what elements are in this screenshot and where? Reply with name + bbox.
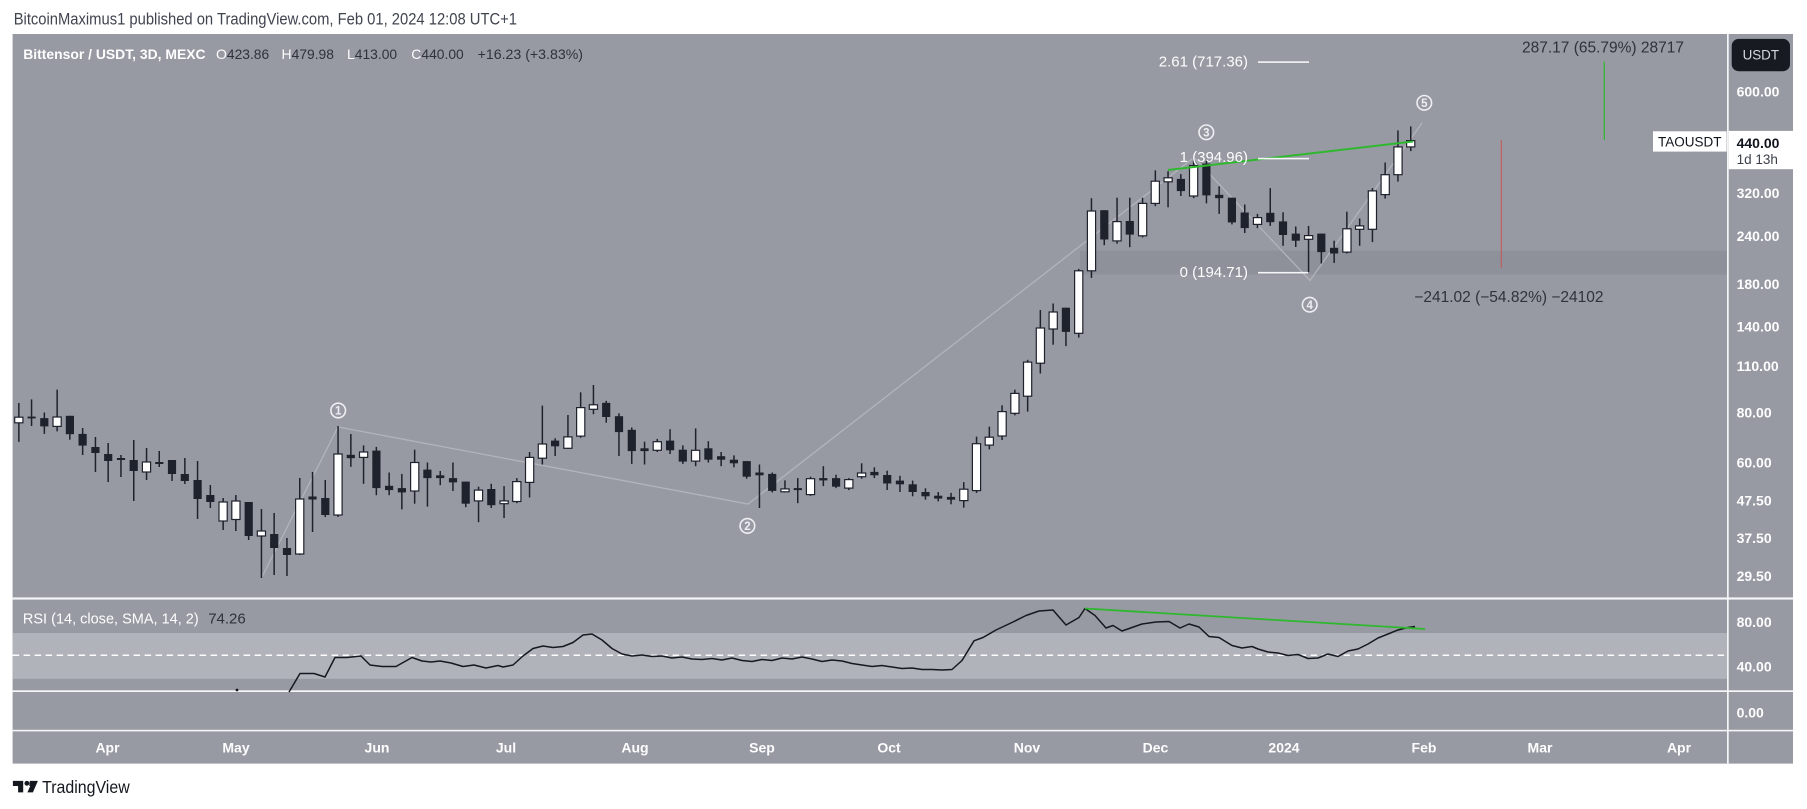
- svg-text:0.00: 0.00: [1737, 705, 1764, 721]
- svg-text:Bittensor / USDT, 3D, MEXC: Bittensor / USDT, 3D, MEXC: [23, 46, 205, 62]
- svg-text:Sep: Sep: [749, 740, 775, 756]
- svg-text:2024: 2024: [1268, 740, 1299, 756]
- svg-text:Feb: Feb: [1412, 740, 1437, 756]
- svg-text:80.00: 80.00: [1737, 405, 1772, 421]
- svg-text:3: 3: [1203, 128, 1209, 140]
- svg-text:USDT: USDT: [1743, 48, 1779, 63]
- svg-text:600.00: 600.00: [1737, 83, 1780, 99]
- svg-text:−241.02 (−54.82%) −24102: −241.02 (−54.82%) −24102: [1414, 289, 1603, 306]
- svg-text:1 (394.96): 1 (394.96): [1180, 149, 1248, 166]
- svg-text:1d 13h: 1d 13h: [1737, 152, 1778, 167]
- svg-text:287.17 (65.79%) 28717: 287.17 (65.79%) 28717: [1522, 40, 1684, 57]
- svg-text:2.61 (717.36): 2.61 (717.36): [1159, 54, 1248, 71]
- svg-text:29.50: 29.50: [1737, 568, 1772, 584]
- svg-text:Aug: Aug: [621, 740, 648, 756]
- svg-text:140.00: 140.00: [1737, 319, 1780, 335]
- svg-text:74.26: 74.26: [208, 611, 246, 628]
- svg-text:Mar: Mar: [1528, 740, 1553, 756]
- svg-text:37.50: 37.50: [1737, 530, 1772, 546]
- svg-text:60.00: 60.00: [1737, 454, 1772, 470]
- svg-text:110.00: 110.00: [1737, 358, 1779, 374]
- svg-text:40.00: 40.00: [1737, 658, 1772, 674]
- svg-text:2: 2: [744, 521, 750, 533]
- svg-text:440.00: 440.00: [1737, 135, 1780, 151]
- svg-text:4: 4: [1306, 300, 1313, 312]
- svg-text:5: 5: [1421, 98, 1428, 110]
- svg-text:Dec: Dec: [1143, 740, 1169, 756]
- svg-text:BitcoinMaximus1 published on T: BitcoinMaximus1 published on TradingView…: [14, 9, 517, 28]
- svg-text:240.00: 240.00: [1737, 228, 1780, 244]
- svg-text:Nov: Nov: [1014, 740, 1041, 756]
- svg-text:0 (194.71): 0 (194.71): [1180, 264, 1248, 281]
- svg-text:TradingView: TradingView: [42, 777, 130, 797]
- svg-text:May: May: [222, 740, 249, 756]
- svg-text:47.50: 47.50: [1737, 492, 1772, 508]
- svg-text:Jul: Jul: [496, 740, 516, 756]
- svg-text:Apr: Apr: [1667, 740, 1692, 756]
- svg-text:TAOUSDT: TAOUSDT: [1658, 134, 1722, 149]
- svg-text:RSI (14, close, SMA, 14, 2): RSI (14, close, SMA, 14, 2): [23, 611, 199, 628]
- svg-text:180.00: 180.00: [1737, 276, 1780, 292]
- svg-text:Jun: Jun: [365, 740, 390, 756]
- svg-text:1: 1: [335, 406, 342, 418]
- svg-text:80.00: 80.00: [1737, 614, 1772, 630]
- svg-text:320.00: 320.00: [1737, 185, 1780, 201]
- svg-text:Oct: Oct: [877, 740, 901, 756]
- svg-text:Apr: Apr: [95, 740, 120, 756]
